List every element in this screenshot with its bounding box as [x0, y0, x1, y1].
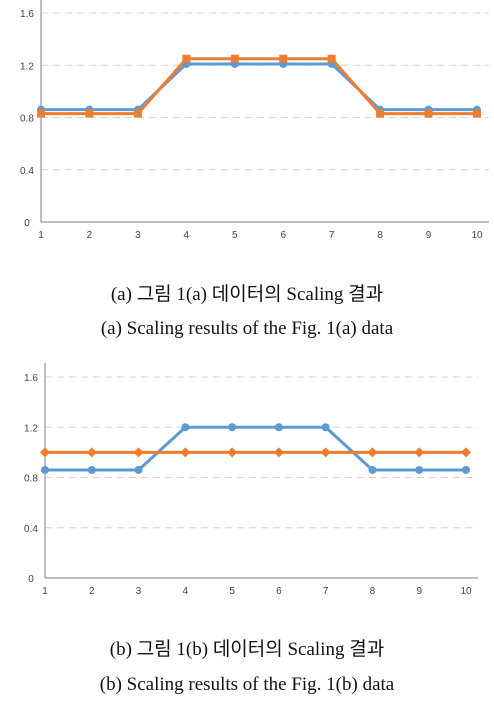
data-point	[133, 109, 142, 118]
data-point	[415, 465, 424, 474]
data-point	[86, 447, 97, 458]
data-point	[182, 54, 191, 63]
x-tick-label: 10	[460, 586, 472, 597]
data-point	[473, 109, 481, 118]
data-point	[414, 447, 425, 458]
data-point	[321, 423, 330, 432]
y-tick-label: 0.4	[20, 166, 34, 177]
y-tick-label: 1.6	[20, 9, 34, 20]
y-tick-label: 0	[28, 574, 34, 585]
x-tick-label: 2	[87, 230, 93, 241]
data-point	[181, 423, 190, 432]
data-point	[85, 109, 94, 118]
chart-b: 0 0.4 0.8 1.2 1.6 1 2 3 4 5 6 7 8 9 10	[24, 363, 478, 597]
series-line-1	[45, 425, 466, 472]
data-point	[228, 423, 237, 432]
x-tick-label: 1	[38, 230, 44, 241]
series-line-2	[41, 57, 477, 116]
y-tick-label: 0.8	[24, 474, 38, 485]
data-point	[134, 465, 143, 474]
x-tick-label: 1	[42, 586, 48, 597]
y-tick-label: 0.4	[24, 524, 38, 535]
data-point	[41, 465, 49, 474]
x-tick-label: 3	[136, 586, 142, 597]
data-point	[273, 447, 284, 458]
data-point	[274, 423, 283, 432]
data-point	[368, 465, 377, 474]
data-point	[180, 447, 191, 458]
chart-a: 0 0.4 0.8 1.2 1.6 1 2 3 4 5 6 7 8 9 10	[20, 0, 489, 241]
data-point	[327, 54, 336, 63]
data-point	[87, 465, 96, 474]
x-tick-label: 5	[229, 586, 235, 597]
data-point	[133, 447, 144, 458]
y-tick-label: 1.2	[24, 423, 38, 434]
data-point	[320, 447, 331, 458]
data-point	[279, 54, 288, 63]
x-tick-label: 8	[377, 230, 383, 241]
y-tick-label: 0	[24, 218, 30, 229]
data-point	[376, 109, 385, 118]
data-point	[37, 109, 45, 118]
x-tick-label: 4	[184, 230, 190, 241]
x-tick-label: 2	[89, 586, 95, 597]
caption-a-english: (a) Scaling results of the Fig. 1(a) dat…	[100, 318, 394, 339]
series-line-1	[41, 62, 477, 112]
x-tick-label: 6	[276, 586, 282, 597]
caption-b-english: (b) Scaling results of the Fig. 1(b) dat…	[99, 674, 395, 695]
x-tick-label: 10	[471, 230, 483, 241]
x-tick-label: 7	[329, 230, 335, 241]
data-point	[367, 447, 378, 458]
x-tick-label: 5	[232, 230, 238, 241]
data-point	[40, 447, 50, 458]
x-tick-label: 3	[135, 230, 141, 241]
x-tick-label: 9	[426, 230, 432, 241]
data-point	[227, 447, 238, 458]
x-tick-label: 4	[183, 586, 189, 597]
x-tick-label: 7	[323, 586, 329, 597]
y-tick-label: 0.8	[20, 114, 34, 125]
data-point	[424, 109, 433, 118]
x-tick-label: 9	[416, 586, 422, 597]
data-point	[230, 54, 239, 63]
x-tick-label: 8	[370, 586, 376, 597]
caption-b-korean: (b) 그림 1(b) 데이터의 Scaling 결과	[109, 639, 385, 660]
caption-a-korean: (a) 그림 1(a) 데이터의 Scaling 결과	[110, 284, 384, 305]
data-point	[462, 465, 470, 474]
y-tick-label: 1.2	[20, 61, 34, 72]
y-tick-label: 1.6	[24, 373, 38, 384]
data-point	[461, 447, 471, 458]
x-tick-label: 6	[280, 230, 286, 241]
